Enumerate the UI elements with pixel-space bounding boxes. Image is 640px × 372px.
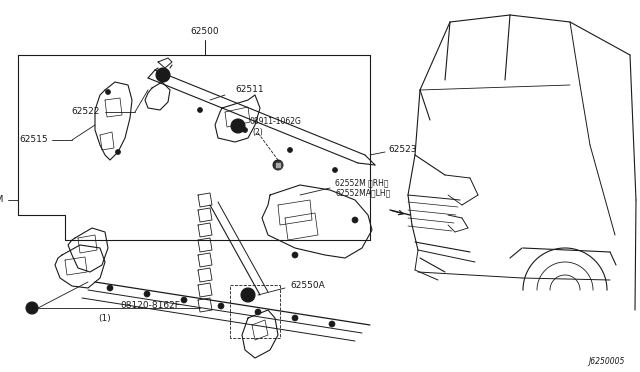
Polygon shape: [145, 82, 170, 110]
Text: 08120-8162F: 08120-8162F: [120, 301, 180, 310]
Circle shape: [26, 302, 38, 314]
Circle shape: [115, 150, 120, 154]
Text: 62530M: 62530M: [0, 196, 4, 205]
Circle shape: [244, 291, 252, 299]
Circle shape: [255, 309, 261, 315]
Polygon shape: [55, 245, 105, 288]
Polygon shape: [68, 228, 108, 272]
Text: B: B: [29, 304, 35, 312]
Text: 62515: 62515: [19, 135, 48, 144]
Polygon shape: [198, 253, 212, 267]
Polygon shape: [242, 310, 278, 358]
Circle shape: [106, 90, 111, 94]
Text: 62552MA〈LH〉: 62552MA〈LH〉: [335, 189, 390, 198]
Polygon shape: [262, 185, 372, 258]
Circle shape: [241, 288, 255, 302]
Polygon shape: [95, 82, 132, 160]
Circle shape: [107, 285, 113, 291]
Polygon shape: [198, 193, 212, 207]
Text: 08911-1062G: 08911-1062G: [249, 118, 301, 126]
Text: 62523: 62523: [388, 145, 417, 154]
Text: 62511: 62511: [235, 86, 264, 94]
Circle shape: [273, 160, 283, 170]
Circle shape: [329, 321, 335, 327]
Circle shape: [292, 315, 298, 321]
Polygon shape: [198, 208, 212, 222]
Circle shape: [156, 68, 170, 82]
Circle shape: [287, 148, 292, 153]
Text: 62522: 62522: [72, 108, 100, 116]
Circle shape: [243, 128, 248, 132]
Circle shape: [231, 119, 245, 133]
Circle shape: [333, 167, 337, 173]
Text: 62550A: 62550A: [290, 280, 324, 289]
Text: (1): (1): [98, 314, 111, 323]
Polygon shape: [158, 58, 172, 68]
Circle shape: [159, 71, 166, 78]
Circle shape: [292, 252, 298, 258]
Text: J6250005: J6250005: [589, 357, 625, 366]
Polygon shape: [198, 283, 212, 297]
Polygon shape: [275, 162, 281, 168]
Polygon shape: [198, 298, 212, 312]
Text: 62552M 〈RH〉: 62552M 〈RH〉: [335, 179, 388, 187]
Polygon shape: [198, 238, 212, 252]
Circle shape: [198, 108, 202, 112]
Circle shape: [218, 303, 224, 309]
Text: (2): (2): [252, 128, 263, 137]
Text: 62500: 62500: [191, 28, 220, 36]
Polygon shape: [198, 223, 212, 237]
Polygon shape: [215, 95, 260, 142]
Polygon shape: [198, 268, 212, 282]
Circle shape: [144, 291, 150, 297]
Text: N: N: [235, 122, 241, 131]
Circle shape: [352, 217, 358, 223]
Circle shape: [181, 297, 187, 303]
